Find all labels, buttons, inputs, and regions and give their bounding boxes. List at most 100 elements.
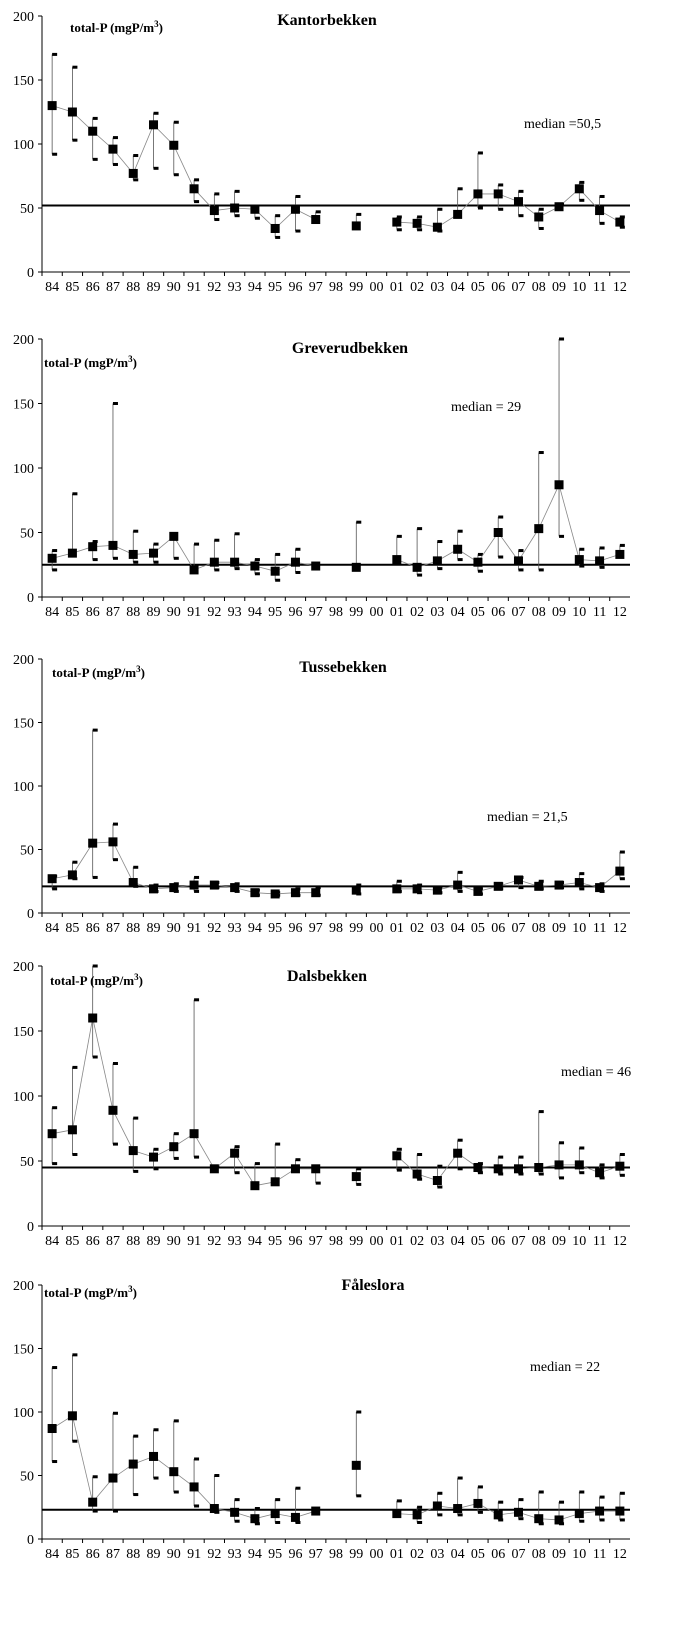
error-cap-max xyxy=(214,538,220,542)
data-point xyxy=(412,1169,422,1179)
error-cap-min xyxy=(356,1182,362,1186)
error-cap-max xyxy=(275,552,281,556)
error-cap-max xyxy=(92,540,98,544)
median-annotation: median = 21,5 xyxy=(487,810,568,825)
data-point xyxy=(88,1497,98,1507)
data-point xyxy=(595,206,605,216)
data-point xyxy=(230,203,240,213)
x-tick-label: 11 xyxy=(593,280,606,295)
data-point xyxy=(169,140,179,150)
x-tick-label: 93 xyxy=(228,605,242,620)
error-cap-min xyxy=(417,228,423,232)
error-cap-min xyxy=(477,206,483,210)
error-cap-max xyxy=(92,964,98,968)
error-cap-max xyxy=(194,178,200,182)
error-cap-max xyxy=(173,120,179,124)
x-tick-label: 88 xyxy=(126,280,140,295)
error-cap-min xyxy=(92,1509,98,1513)
error-cap-min xyxy=(417,1520,423,1524)
y-axis-label-main: total-P (mgP/m xyxy=(44,1285,128,1300)
series-line-segment xyxy=(112,841,134,883)
error-cap-min xyxy=(254,1522,260,1526)
y-axis-label-end: ) xyxy=(141,665,145,680)
error-cap-min xyxy=(52,152,58,156)
error-cap-min xyxy=(133,1493,139,1497)
error-cap-min xyxy=(477,1510,483,1514)
data-point xyxy=(149,1152,159,1162)
error-cap-min xyxy=(559,534,565,538)
x-tick-label: 88 xyxy=(126,1234,140,1249)
error-cap-min xyxy=(275,578,281,582)
error-cap-min xyxy=(112,162,118,166)
x-tick-label: 06 xyxy=(491,921,505,936)
error-cap-min xyxy=(518,1172,524,1176)
data-point xyxy=(189,184,199,194)
data-point xyxy=(230,1148,240,1158)
x-tick-label: 93 xyxy=(228,921,242,936)
x-tick-label: 87 xyxy=(106,921,120,936)
error-cap-max xyxy=(599,1495,605,1499)
error-cap-min xyxy=(619,1518,625,1522)
x-tick-label: 96 xyxy=(288,1547,302,1562)
y-tick-label: 100 xyxy=(13,1406,34,1421)
y-tick-label: 0 xyxy=(27,907,34,922)
x-tick-label: 99 xyxy=(349,605,363,620)
x-tick-label: 90 xyxy=(167,280,181,295)
error-cap-max xyxy=(396,1499,402,1503)
error-cap-min xyxy=(599,221,605,225)
chart-title: Fåleslora xyxy=(341,1277,404,1294)
error-cap-max xyxy=(538,879,544,883)
x-tick-label: 12 xyxy=(613,1547,627,1562)
y-axis-label-end: ) xyxy=(159,20,163,35)
error-cap-min xyxy=(112,556,118,560)
x-tick-label: 97 xyxy=(309,605,323,620)
error-cap-min xyxy=(599,565,605,569)
series-line-segment xyxy=(538,484,560,529)
error-cap-max xyxy=(437,207,443,211)
error-cap-min xyxy=(295,570,301,574)
data-point xyxy=(290,1512,300,1522)
x-tick-label: 95 xyxy=(268,605,282,620)
data-point xyxy=(47,1129,57,1139)
error-cap-max xyxy=(538,451,544,455)
error-cap-max xyxy=(234,189,240,193)
error-cap-min xyxy=(457,1167,463,1171)
data-point xyxy=(189,1129,199,1139)
data-point xyxy=(351,885,361,895)
error-cap-min xyxy=(173,173,179,177)
error-cap-min xyxy=(518,568,524,572)
error-cap-max xyxy=(275,1142,281,1146)
data-point xyxy=(534,1514,544,1524)
y-tick-label: 0 xyxy=(27,1533,34,1548)
error-cap-max xyxy=(396,534,402,538)
error-cap-max xyxy=(194,1457,200,1461)
y-tick-label: 100 xyxy=(13,780,34,795)
series-line-segment xyxy=(518,528,540,562)
error-cap-min xyxy=(437,1513,443,1517)
y-tick-label: 100 xyxy=(13,138,34,153)
x-tick-label: 87 xyxy=(106,280,120,295)
x-tick-label: 03 xyxy=(430,1234,444,1249)
error-cap-max xyxy=(559,1141,565,1145)
x-tick-label: 12 xyxy=(613,921,627,936)
x-tick-label: 10 xyxy=(572,280,586,295)
error-cap-min xyxy=(234,1519,240,1523)
x-tick-label: 09 xyxy=(552,605,566,620)
x-tick-label: 09 xyxy=(552,921,566,936)
x-tick-label: 06 xyxy=(491,605,505,620)
error-cap-max xyxy=(579,872,585,876)
x-tick-label: 91 xyxy=(187,605,201,620)
data-point xyxy=(513,875,523,885)
data-point xyxy=(311,1506,321,1516)
data-point xyxy=(554,880,564,890)
error-cap-min xyxy=(153,560,159,564)
error-cap-max xyxy=(315,210,321,214)
error-cap-min xyxy=(417,573,423,577)
error-cap-min xyxy=(579,1519,585,1523)
error-cap-max xyxy=(396,1147,402,1151)
x-tick-label: 07 xyxy=(511,280,525,295)
x-tick-label: 00 xyxy=(370,921,384,936)
y-axis-label: total-P (mgP/m3) xyxy=(50,972,143,988)
error-cap-min xyxy=(52,568,58,572)
x-tick-label: 11 xyxy=(593,1234,606,1249)
